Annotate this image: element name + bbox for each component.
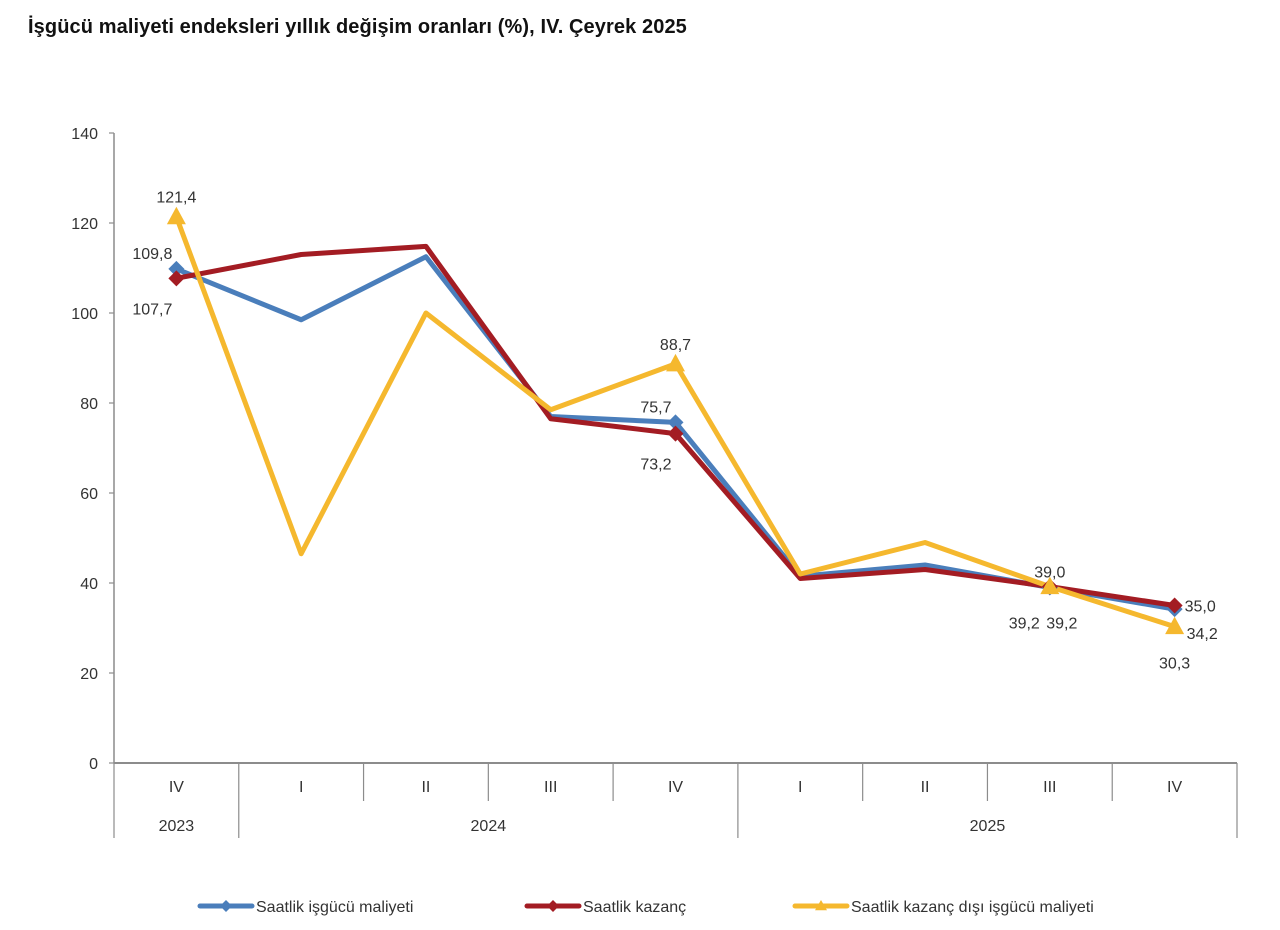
x-tick-label: III bbox=[544, 779, 557, 796]
data-label: 75,7 bbox=[640, 399, 671, 416]
x-tick-label: IV bbox=[668, 779, 683, 796]
legend-item: Saatlik kazanç dışı işgücü maliyeti bbox=[792, 899, 1094, 916]
x-group-label: 2024 bbox=[471, 818, 507, 835]
legend-label: Saatlik işgücü maliyeti bbox=[256, 899, 413, 916]
data-label: 34,2 bbox=[1187, 626, 1218, 643]
x-tick-label: III bbox=[1043, 779, 1056, 796]
data-label: 30,3 bbox=[1159, 656, 1190, 673]
series-markers bbox=[166, 206, 1185, 635]
data-point-marker bbox=[1040, 576, 1060, 595]
x-group-label: 2023 bbox=[159, 818, 195, 835]
data-point-marker bbox=[666, 353, 685, 372]
data-point-marker bbox=[1165, 616, 1185, 635]
x-tick-label: I bbox=[798, 779, 802, 796]
data-label: 109,8 bbox=[132, 246, 172, 263]
data-point-marker bbox=[1166, 597, 1183, 614]
y-tick-label: 80 bbox=[80, 396, 98, 413]
legend-marker-icon bbox=[547, 900, 559, 912]
chart-title: İşgücü maliyeti endeksleri yıllık değişi… bbox=[28, 16, 687, 38]
legend-marker-icon bbox=[220, 900, 232, 912]
y-tick-label: 20 bbox=[80, 666, 98, 683]
data-label: 73,2 bbox=[640, 457, 671, 474]
data-point-marker bbox=[166, 206, 186, 225]
y-tick-label: 120 bbox=[71, 216, 98, 233]
data-point-marker bbox=[168, 260, 185, 277]
data-label: 39,2 bbox=[1046, 616, 1077, 633]
x-tick-label: IV bbox=[1167, 779, 1182, 796]
x-tick-label: I bbox=[299, 779, 303, 796]
data-point-marker bbox=[667, 414, 684, 431]
legend: Saatlik işgücü maliyeti Saatlik kazanç Saa… bbox=[197, 899, 1094, 916]
legend-label: Saatlik kazanç bbox=[583, 899, 686, 916]
legend-marker-icon bbox=[815, 900, 827, 911]
x-tick-label: II bbox=[421, 779, 430, 796]
legend-label: Saatlik kazanç dışı işgücü maliyeti bbox=[851, 899, 1094, 916]
y-tick-label: 0 bbox=[89, 756, 98, 773]
data-label: 107,7 bbox=[132, 301, 172, 318]
data-label: 88,7 bbox=[660, 337, 691, 354]
x-tick-label: IV bbox=[169, 779, 184, 796]
legend-item: Saatlik kazanç bbox=[524, 899, 686, 916]
data-label: 39,0 bbox=[1034, 565, 1065, 582]
y-tick-label: 60 bbox=[80, 486, 98, 503]
y-tick-label: 140 bbox=[71, 126, 98, 143]
y-tick-label: 100 bbox=[71, 306, 98, 323]
data-point-marker bbox=[168, 270, 185, 287]
data-label: 35,0 bbox=[1185, 599, 1216, 616]
x-tick-label: II bbox=[921, 779, 930, 796]
data-labels: 121,4 109,8 107,7 88,7 75,7 73,2 39,0 39,2 39,2 3… bbox=[132, 190, 1218, 673]
legend-item: Saatlik işgücü maliyeti bbox=[197, 899, 413, 916]
y-tick-label: 40 bbox=[80, 576, 98, 593]
data-label: 39,2 bbox=[1009, 616, 1040, 633]
x-group-label: 2025 bbox=[970, 818, 1006, 835]
data-point-marker bbox=[667, 425, 684, 442]
data-label: 121,4 bbox=[156, 190, 196, 207]
